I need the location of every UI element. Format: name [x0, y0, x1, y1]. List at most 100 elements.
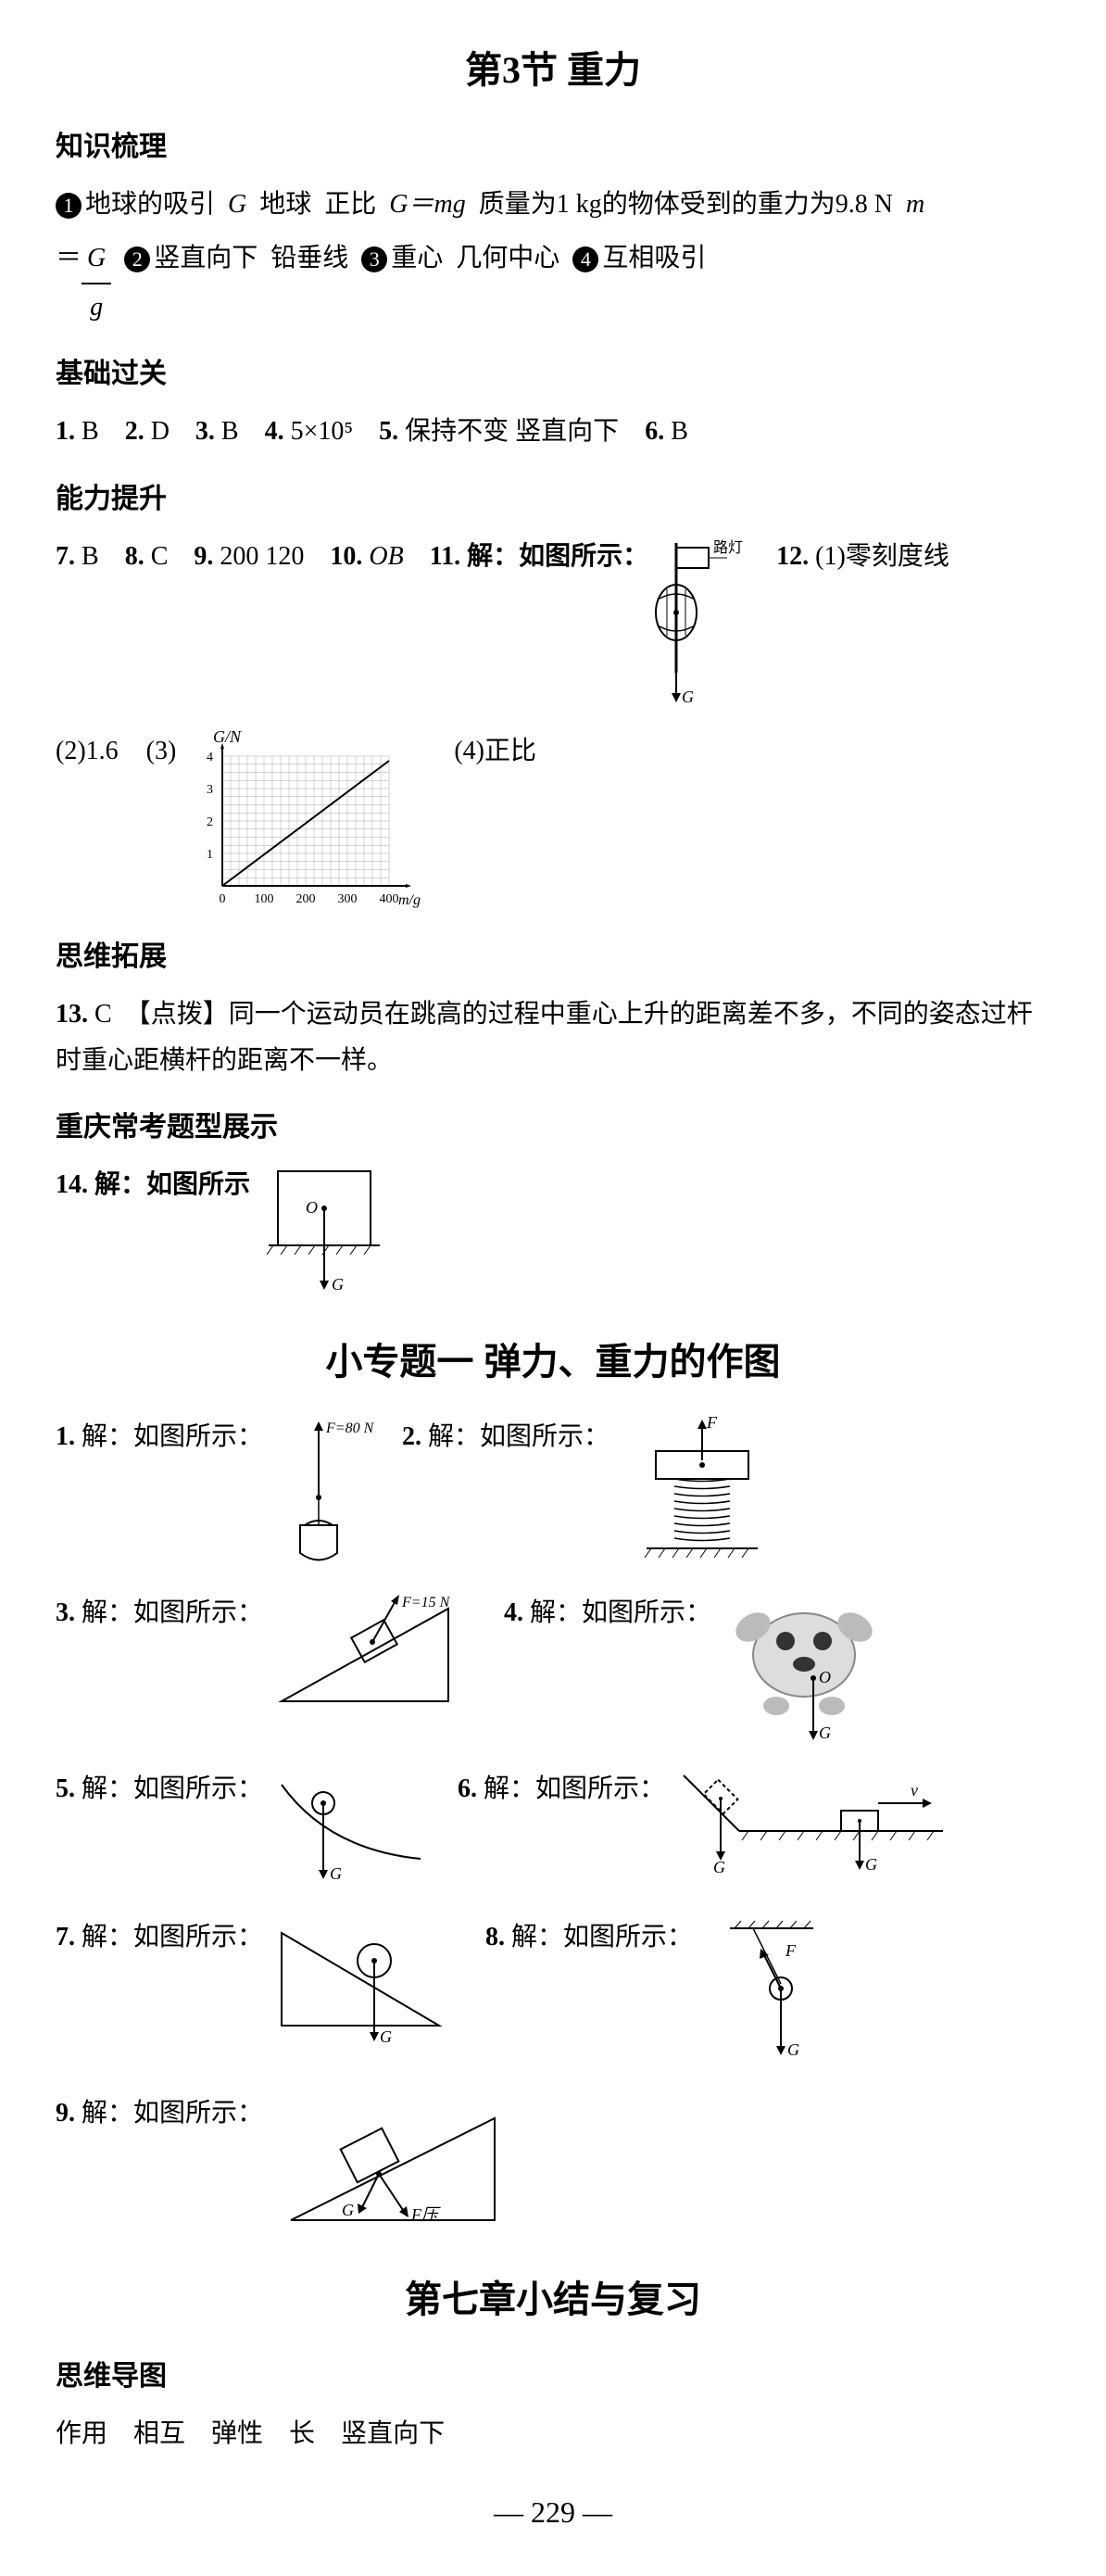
svg-text:F=15 N: F=15 N: [401, 1595, 451, 1610]
topic1-q7: 7. 解：如图所示： G: [56, 1914, 458, 2053]
q11-block: 11. 解：如图所示： 路灯 G: [430, 534, 750, 719]
section-header-basic: 基础过关: [56, 349, 1050, 399]
mindmap-item: 相互: [133, 2411, 185, 2457]
xlabel: m/g: [398, 892, 421, 908]
svg-text:400: 400: [380, 892, 399, 906]
answer-item: 6. B: [645, 409, 688, 455]
q13-hint: 【点拨】同一个运动员在跳高的过程中重心上升的距离差不多，不同的姿态过杆时重心距横…: [56, 1000, 1033, 1075]
svg-text:3: 3: [207, 783, 213, 797]
answer-item: 4. 5×10⁵: [265, 409, 354, 455]
q14-label-text: 14. 解：如图所示: [56, 1170, 250, 1199]
q7-label: 7. 解：如图所示：: [56, 1914, 263, 1961]
topic2-title: 第七章小结与复习: [56, 2267, 1050, 2333]
svg-text:F=80 N: F=80 N: [325, 1421, 374, 1436]
answer-item: 1. B: [56, 409, 99, 455]
topic1-title: 小专题一 弹力、重力的作图: [56, 1329, 1050, 1395]
svg-text:路灯: 路灯: [713, 539, 743, 556]
text: G: [228, 182, 246, 228]
bullet-3: 3: [361, 246, 387, 272]
topic1-q8: 8. 解：如图所示： F G: [485, 1914, 841, 2072]
ylabel: G/N: [213, 728, 242, 746]
topic1-q2: 2. 解：如图所示： F: [402, 1414, 786, 1572]
text: 几何中心: [456, 235, 559, 282]
topic1-q6: 6. 解：如图所示： G G v: [458, 1766, 952, 1877]
q13-num: 13.: [56, 1000, 88, 1029]
svg-text:G: G: [380, 2027, 392, 2046]
knowledge-line-2: ＝ G g 2 竖直向下 铅垂线 3 重心 几何中心 4 互相吸引: [56, 235, 1050, 331]
topic1-q9: 9. 解：如图所示： G F压: [56, 2090, 513, 2239]
q3-label: 3. 解：如图所示：: [56, 1590, 263, 1636]
q3-figure: F=15 N: [272, 1590, 476, 1720]
text: 正比: [324, 182, 376, 228]
chart-gn-mg: G/N 0100200300400 1234 m/g: [185, 728, 426, 914]
mindmap-answers: 作用相互弹性长竖直向下: [56, 2411, 1050, 2457]
svg-text:F: F: [706, 1414, 718, 1432]
q8-figure: F G: [702, 1914, 841, 2072]
bullet-1: 1: [56, 193, 82, 219]
q14-block: 14. 解：如图所示 O G: [56, 1162, 1050, 1301]
topic1-q3: 3. 解：如图所示： F=15 N: [56, 1590, 476, 1720]
topic1-q5: 5. 解：如图所示： G: [56, 1766, 430, 1896]
q6-figure: G G v: [674, 1766, 952, 1877]
basic-answers: 1. B2. D3. B4. 5×10⁵5. 保持不变 竖直向下6. B: [56, 409, 1050, 455]
svg-text:4: 4: [207, 751, 213, 764]
bullet-4: 4: [572, 246, 598, 272]
q4-figure: O G: [721, 1590, 887, 1748]
answer-item: 10. OB: [330, 534, 403, 580]
q14-figure: O G: [259, 1162, 389, 1301]
svg-text:F压: F压: [410, 2205, 441, 2224]
svg-text:F: F: [785, 1941, 797, 1960]
svg-text:G: G: [819, 1724, 831, 1742]
chapter-title: 第3节 重力: [56, 37, 1050, 104]
bullet-2: 2: [124, 246, 150, 272]
eq-prefix: ＝: [56, 235, 82, 282]
page-number: — 229 —: [56, 2486, 1050, 2540]
answer-item: 2. D: [125, 409, 170, 455]
svg-text:G: G: [787, 2040, 799, 2059]
fraction: G g: [82, 235, 111, 331]
q8-label: 8. 解：如图所示：: [485, 1914, 693, 1961]
q12-3-block: (3) G/N 0100200300400 1234 m/g: [146, 728, 427, 914]
answer-item: 7. B: [56, 534, 99, 580]
mindmap-item: 长: [289, 2411, 315, 2457]
topic1-q4: 4. 解：如图所示： O G: [504, 1590, 887, 1748]
knowledge-line-1: 1 地球的吸引 G 地球 正比 G＝mg 质量为1 kg的物体受到的重力为9.8…: [56, 182, 1050, 228]
text: G＝mg: [389, 182, 465, 228]
svg-text:G: G: [682, 688, 694, 706]
answer-item: 9. 200 120: [194, 534, 304, 580]
mindmap-item: 作用: [56, 2411, 107, 2457]
ability-row2: (2)1.6 (3) G/N 0100200300400 1234 m/g (4…: [56, 728, 1050, 914]
q2-label: 2. 解：如图所示：: [402, 1414, 610, 1460]
q5-label: 5. 解：如图所示：: [56, 1766, 263, 1812]
svg-text:100: 100: [255, 892, 274, 906]
text: 质量为1 kg的物体受到的重力为9.8 N: [479, 182, 893, 228]
q1-label: 1. 解：如图所示：: [56, 1414, 263, 1460]
section-header-cq: 重庆常考题型展示: [56, 1103, 1050, 1153]
q4-label: 4. 解：如图所示：: [504, 1590, 711, 1636]
q12-item: 12. (1)零刻度线: [776, 534, 949, 580]
section-header-knowledge: 知识梳理: [56, 122, 1050, 172]
q12-3: (3): [146, 728, 177, 775]
text: 竖直向下: [154, 235, 258, 282]
denominator: g: [84, 284, 108, 331]
section-header-expand: 思维拓展: [56, 932, 1050, 982]
svg-text:O: O: [819, 1668, 831, 1686]
q1-figure: F=80 N: [272, 1414, 374, 1572]
ability-row1: 7. B8. C9. 200 12010. OB11. 解：如图所示： 路灯 G…: [56, 534, 1050, 719]
svg-text:G: G: [713, 1858, 725, 1876]
mindmap-item: 弹性: [211, 2411, 263, 2457]
svg-text:300: 300: [338, 892, 358, 906]
svg-text:G: G: [865, 1855, 877, 1874]
answer-item: 3. B: [195, 409, 239, 455]
text: m: [906, 182, 924, 228]
q9-figure: G F压: [272, 2090, 513, 2239]
svg-text:G: G: [330, 1864, 342, 1883]
q12-4: (4)正比: [454, 728, 536, 775]
section-header-ability: 能力提升: [56, 474, 1050, 524]
numerator: G: [82, 235, 111, 284]
svg-text:1: 1: [207, 848, 213, 862]
text: 地球的吸引: [85, 182, 215, 228]
svg-text:200: 200: [296, 892, 316, 906]
q13-ans: C: [94, 1000, 112, 1029]
section-header-mindmap: 思维导图: [56, 2352, 1050, 2402]
